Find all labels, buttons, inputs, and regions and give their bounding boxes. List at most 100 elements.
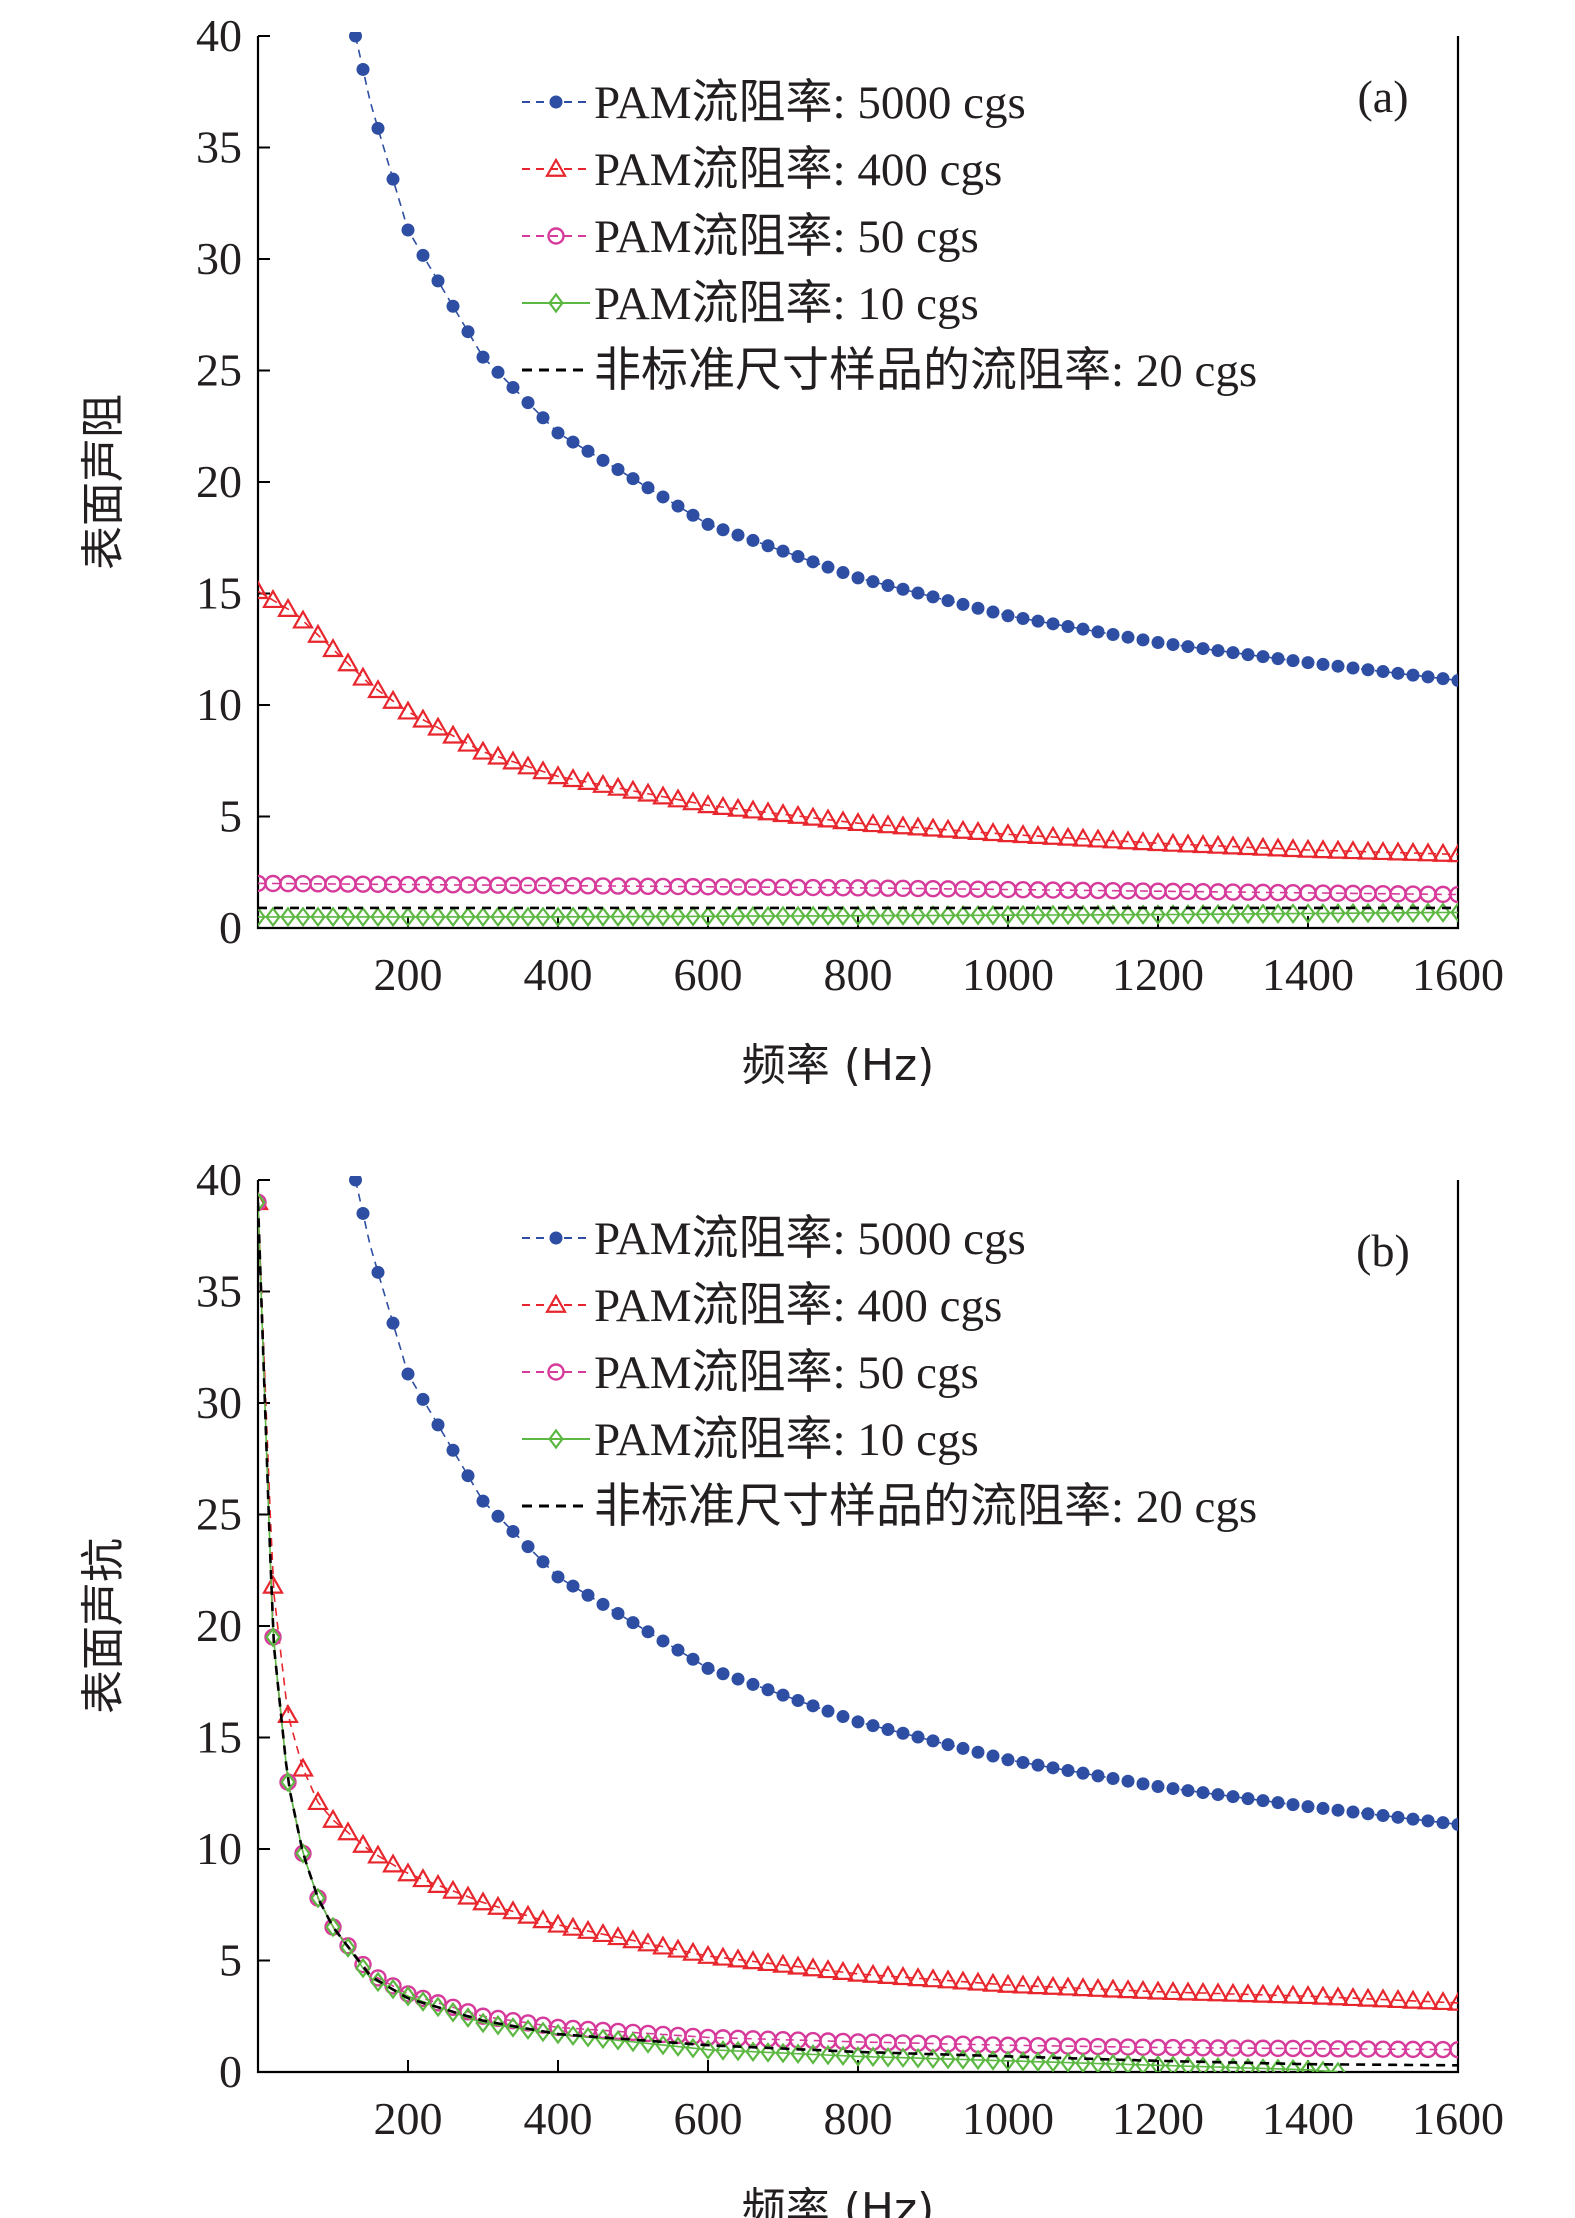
series-1-point-23 bbox=[592, 1922, 614, 1943]
series-1-point-49 bbox=[982, 1972, 1004, 1992]
series-3-point-23 bbox=[595, 906, 611, 928]
legend-item-2: PAM流阻率: 50 cgs bbox=[522, 211, 979, 263]
series-0-point-1 bbox=[356, 1206, 370, 1220]
series-2-point-80 bbox=[1449, 885, 1458, 904]
series-3-point-52 bbox=[1030, 904, 1046, 926]
series-3-point-10 bbox=[400, 906, 416, 928]
series-0-point-5 bbox=[416, 1392, 430, 1406]
series-2-point-legend bbox=[547, 1363, 565, 1381]
series-0-point-48 bbox=[1061, 620, 1075, 634]
series-3-point-36 bbox=[790, 2043, 806, 2065]
series-1 bbox=[258, 580, 1458, 863]
series-1-point-5 bbox=[322, 638, 344, 658]
series-3-point-33 bbox=[745, 2041, 761, 2063]
series-1-point-33 bbox=[742, 799, 764, 819]
series-0-point-60 bbox=[1241, 648, 1255, 662]
series-1-point-38 bbox=[817, 808, 839, 828]
series-2-point-80 bbox=[1449, 2041, 1458, 2059]
series-1-point-46 bbox=[937, 1969, 959, 1989]
series-3-point-79 bbox=[1435, 902, 1451, 923]
x-tick-label: 1600 bbox=[1412, 949, 1504, 1000]
series-1-point-55 bbox=[1072, 1977, 1094, 1997]
series-1-point-56 bbox=[1087, 828, 1109, 848]
series-0-point-41 bbox=[956, 1741, 970, 1755]
series-3-point-29 bbox=[685, 2037, 701, 2059]
series-3-point-63 bbox=[1195, 903, 1211, 925]
series-3-point-20 bbox=[550, 906, 566, 928]
series-3-point-37 bbox=[805, 905, 821, 927]
series-0-point-63 bbox=[1286, 1798, 1300, 1812]
y-axis-title: 表面声阻 bbox=[78, 394, 129, 570]
series-1-point-29 bbox=[682, 791, 704, 811]
y-tick-label: 25 bbox=[196, 345, 242, 396]
series-3-point-15 bbox=[475, 906, 491, 928]
series-3-point-68 bbox=[1270, 2058, 1286, 2072]
series-1-point-19 bbox=[532, 760, 554, 780]
series-3-point-11 bbox=[415, 906, 431, 928]
x-tick-label: 1200 bbox=[1112, 2093, 1204, 2144]
series-0-point-39 bbox=[926, 1734, 940, 1748]
x-tick-label: 200 bbox=[374, 2093, 443, 2144]
series-1-point-34 bbox=[757, 1951, 779, 1972]
series-1-point-12 bbox=[427, 1873, 449, 1893]
series-3-point-56 bbox=[1090, 904, 1106, 926]
series-0-point-57 bbox=[1196, 1786, 1210, 1800]
series-1-point-8 bbox=[367, 679, 389, 699]
series-3-point-31 bbox=[715, 905, 731, 927]
legend-label-2: PAM流阻率: 50 cgs bbox=[594, 211, 979, 263]
series-0-point-17 bbox=[596, 1597, 610, 1611]
series-3-line bbox=[258, 911, 1458, 918]
series-3-point-22 bbox=[580, 906, 596, 928]
series-1-point-17 bbox=[502, 750, 524, 770]
series-1-point-2 bbox=[277, 597, 299, 617]
series-0-point-72 bbox=[1421, 670, 1435, 684]
series-3-point-38 bbox=[820, 905, 836, 927]
series-3-point-11 bbox=[415, 1991, 431, 2012]
series-3-point-56 bbox=[1090, 2053, 1106, 2072]
series-3-point-32 bbox=[730, 905, 746, 927]
series-1-point-42 bbox=[877, 814, 899, 834]
series-0-point-49 bbox=[1076, 1766, 1090, 1780]
series-0-point-57 bbox=[1196, 642, 1210, 656]
series-2-point-legend bbox=[547, 227, 565, 245]
series-3-point-68 bbox=[1270, 903, 1286, 925]
series-0-point-34 bbox=[851, 571, 865, 585]
series-3-point-52 bbox=[1030, 2051, 1046, 2072]
series-3-point-47 bbox=[955, 905, 971, 926]
series-3-point-6 bbox=[340, 906, 356, 928]
series-1-point-30 bbox=[697, 1944, 719, 1964]
series-3-point-7 bbox=[355, 906, 371, 928]
series-1-point-60 bbox=[1147, 832, 1169, 852]
series-3-point-65 bbox=[1225, 903, 1241, 925]
series-3-point-19 bbox=[535, 2021, 551, 2043]
x-tick-label: 1600 bbox=[1412, 2093, 1504, 2144]
series-1-point-63 bbox=[1192, 1981, 1214, 2001]
series-1-point-26 bbox=[637, 782, 659, 802]
series-3-point-44 bbox=[910, 2047, 926, 2069]
series-3-point-48 bbox=[970, 904, 986, 926]
series-0-point-32 bbox=[821, 560, 835, 574]
series-1-point-6 bbox=[337, 1821, 359, 1841]
series-1-point-19 bbox=[532, 1909, 554, 1929]
series-1-point-44 bbox=[907, 1967, 929, 1987]
series-0-point-8 bbox=[461, 325, 475, 339]
panel-label: (a) bbox=[1357, 71, 1408, 122]
series-3-point-61 bbox=[1165, 2055, 1181, 2072]
series-3-point-19 bbox=[535, 906, 551, 928]
series-1-point-54 bbox=[1057, 1976, 1079, 1996]
series-0-point-20 bbox=[641, 481, 655, 495]
series-1-point-14 bbox=[457, 732, 479, 752]
series-0-point-51 bbox=[1106, 628, 1120, 642]
series-0-point-5 bbox=[416, 248, 430, 262]
series-1-point-24 bbox=[607, 776, 629, 796]
series-1-point-0 bbox=[258, 580, 269, 600]
legend-item-1: PAM流阻率: 400 cgs bbox=[522, 1280, 1002, 1332]
series-1-point-22 bbox=[577, 1919, 599, 1939]
legend: PAM流阻率: 5000 cgs PAM流阻率: 400 cgs PAM流阻率: 5… bbox=[522, 77, 1257, 397]
series-1-point-17 bbox=[502, 1900, 524, 1920]
series-0-point-21 bbox=[656, 490, 670, 504]
series-0-point-71 bbox=[1406, 1812, 1420, 1826]
series-3-point-66 bbox=[1240, 2057, 1256, 2072]
y-tick-label: 20 bbox=[196, 1600, 242, 1651]
series-1-point-41 bbox=[862, 1963, 884, 1983]
